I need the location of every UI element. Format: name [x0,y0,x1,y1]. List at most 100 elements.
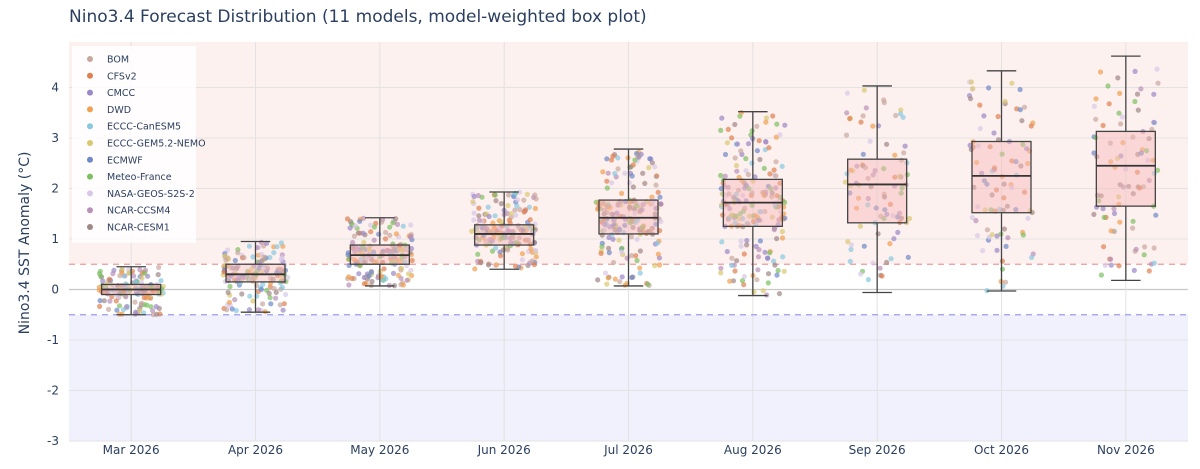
member-point [844,90,851,96]
member-point [352,248,358,254]
legend-item: ECMWF [87,155,143,166]
member-point [627,204,633,210]
iqr-box [1095,130,1156,207]
member-point [750,218,757,224]
member-point [768,186,774,192]
member-point [977,125,983,132]
member-point [884,211,890,217]
member-point [235,250,241,256]
member-point [752,174,758,180]
member-point [719,115,725,121]
member-point [1153,212,1159,218]
member-point [132,299,138,305]
iqr-box [225,263,286,283]
member-point [1119,114,1125,120]
member-point [223,257,229,263]
member-point [274,244,280,250]
member-point [521,197,527,203]
member-point [345,250,351,256]
member-point [602,207,608,213]
member-point [844,110,850,116]
member-point [774,236,780,242]
member-point [892,174,898,180]
member-point [606,245,612,251]
member-point [226,299,232,305]
member-point [628,234,635,240]
member-point [843,132,850,138]
member-point [1118,121,1124,127]
member-point [529,258,535,264]
member-point [994,247,1000,253]
member-point [898,190,904,196]
legend-swatch [87,123,93,130]
y-tick-label: -1 [47,333,59,347]
member-point [1025,215,1031,221]
box-nov-2026 [1095,55,1156,282]
member-point [729,255,735,261]
member-point [1130,225,1136,231]
plot-area: -3 -2 -1 0 1 2 3 4 Mar 2026 Apr 2026 May 2026 Jun 2… [47,42,1188,457]
member-point [741,251,747,257]
member-point [738,110,744,116]
member-point [657,194,663,200]
member-point [724,140,731,146]
box-mar-2026 [101,266,162,316]
member-point [390,270,397,276]
member-point [478,260,484,266]
member-point [475,251,481,257]
member-point [148,304,154,310]
member-point [999,151,1005,157]
member-point [487,228,494,235]
member-point [782,199,788,205]
member-point [779,229,786,235]
x-tick-label: Sep 2026 [849,443,906,457]
member-point [475,192,481,199]
member-point [364,256,370,262]
member-point [491,234,497,240]
member-point [973,218,979,224]
member-point [517,207,523,213]
member-point [995,113,1001,120]
member-point [1116,110,1122,116]
member-point [608,157,615,163]
member-point [489,248,496,254]
member-point [241,255,247,261]
legend-swatch [87,173,93,180]
member-point [622,222,628,228]
member-point [771,258,777,264]
member-point [1029,254,1035,261]
member-point [249,266,255,272]
member-point [861,243,867,249]
member-point [380,277,386,283]
box-apr-2026 [225,240,286,313]
member-point [743,156,749,162]
member-point [738,243,744,249]
member-point [749,190,755,196]
member-point [133,279,139,285]
member-point [366,247,372,253]
member-point [1108,228,1114,234]
member-point [500,247,506,253]
member-point [1091,211,1097,217]
member-point [1002,98,1008,104]
box-oct-2026 [971,70,1032,292]
member-point [770,113,776,119]
member-point [508,211,514,217]
member-point [1131,267,1137,273]
member-point [609,211,615,217]
legend-swatch [87,224,93,230]
member-point [847,190,853,196]
member-point [381,266,387,272]
member-point [754,148,761,154]
member-point [896,210,903,216]
member-point [119,266,125,272]
member-point [261,254,267,260]
member-point [101,298,107,304]
member-point [1154,66,1160,72]
member-point [368,269,374,275]
legend-swatch [87,72,93,79]
member-point [505,247,511,253]
member-point [899,185,905,191]
box-may-2026 [349,217,410,287]
